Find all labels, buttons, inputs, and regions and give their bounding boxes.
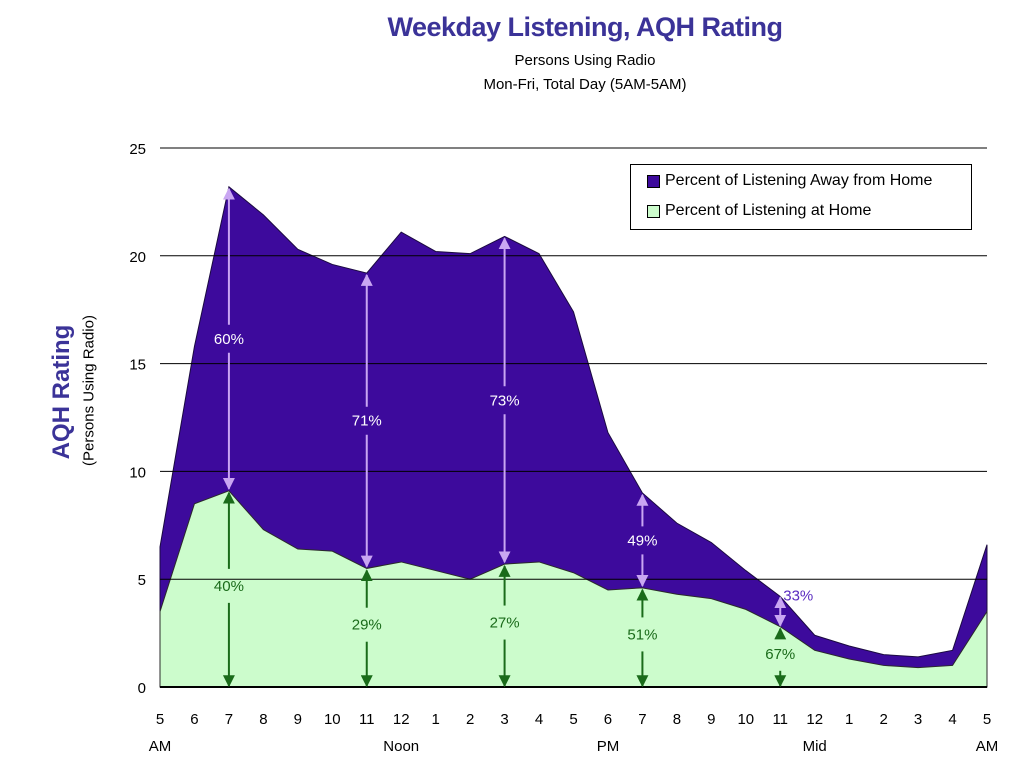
x-tick-label: 4 <box>535 711 543 728</box>
legend-swatch-away <box>647 174 660 188</box>
legend-item-away: Percent of Listening Away from Home <box>647 172 932 190</box>
x-tick-label: 12 <box>806 711 823 728</box>
x-tick-label: 4 <box>948 711 956 728</box>
chart-subtitle-period: Mon-Fri, Total Day (5AM-5AM) <box>483 76 687 93</box>
x-tick-label: 8 <box>259 711 267 728</box>
x-tick-label: 7 <box>638 711 646 728</box>
home-percent-label: 51% <box>627 626 657 643</box>
x-tick-label: 10 <box>324 711 341 728</box>
home-percent-label: 27% <box>490 615 520 632</box>
x-tick-label: 1 <box>431 711 439 728</box>
legend-item-home: Percent of Listening at Home <box>647 202 871 220</box>
y-tick-label: 20 <box>129 249 146 266</box>
y-tick-label: 10 <box>129 464 146 481</box>
x-period-label: PM <box>597 738 620 755</box>
x-tick-label: 5 <box>983 711 991 728</box>
away-percent-label: 71% <box>352 413 382 430</box>
x-tick-label: 2 <box>879 711 887 728</box>
y-tick-label: 0 <box>138 680 146 697</box>
x-tick-label: 11 <box>359 711 375 728</box>
x-tick-label: 9 <box>707 711 715 728</box>
home-percent-label: 67% <box>765 646 795 663</box>
y-tick-label: 25 <box>129 141 146 158</box>
away-percent-label: 60% <box>214 331 244 348</box>
legend-label-away: Percent of Listening Away from Home <box>665 172 933 189</box>
y-tick-label: 5 <box>138 572 146 589</box>
y-tick-label: 15 <box>129 357 146 374</box>
x-period-label: AM <box>149 738 172 755</box>
home-percent-label: 29% <box>352 617 382 634</box>
chart-legend: Percent of Listening Away from Home Perc… <box>630 164 972 230</box>
away-percent-label: 33% <box>783 587 813 604</box>
away-percent-label: 49% <box>627 532 657 549</box>
x-tick-label: 8 <box>673 711 681 728</box>
x-period-label: Noon <box>383 738 419 755</box>
x-tick-label: 6 <box>190 711 198 728</box>
x-tick-label: 5 <box>156 711 164 728</box>
away-percent-label: 73% <box>490 392 520 409</box>
home-percent-label: 40% <box>214 578 244 595</box>
legend-label-home: Percent of Listening at Home <box>665 202 872 219</box>
x-period-label: AM <box>976 738 999 755</box>
x-tick-label: 7 <box>225 711 233 728</box>
x-tick-label: 3 <box>914 711 922 728</box>
x-tick-label: 1 <box>845 711 853 728</box>
x-period-label: Mid <box>803 738 827 755</box>
x-tick-label: 9 <box>294 711 302 728</box>
chart-title: Weekday Listening, AQH Rating <box>387 12 783 42</box>
x-tick-label: 5 <box>569 711 577 728</box>
x-tick-label: 12 <box>393 711 410 728</box>
legend-swatch-home <box>647 204 660 218</box>
x-tick-label: 10 <box>737 711 754 728</box>
x-tick-label: 2 <box>466 711 474 728</box>
x-tick-label: 11 <box>772 711 788 728</box>
x-tick-label: 3 <box>500 711 508 728</box>
x-tick-label: 6 <box>604 711 612 728</box>
chart-subtitle: Persons Using Radio <box>514 52 656 69</box>
